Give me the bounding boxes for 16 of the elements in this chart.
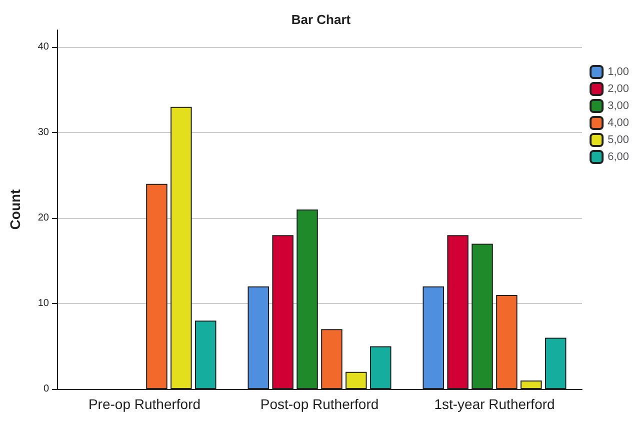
y-tick-label: 0: [43, 384, 50, 394]
y-axis-title: Count: [7, 188, 23, 230]
legend-label: 3,00: [608, 100, 630, 112]
y-tick-label: 40: [38, 42, 50, 53]
chart-title: Bar Chart: [291, 12, 352, 27]
legend-label: 5,00: [608, 134, 630, 146]
legend-label: 2,00: [608, 83, 630, 95]
y-tick-label: 30: [38, 127, 50, 138]
y-tick-label: 10: [38, 298, 50, 310]
x-tick-label: 1st-year Rutherford: [434, 396, 555, 412]
y-tick-label: 20: [38, 212, 50, 224]
legend-label: 6,00: [608, 151, 630, 163]
x-tick-label: Pre-op Rutherford: [88, 396, 201, 412]
legend-label: 1,00: [608, 66, 630, 78]
legend-label: 4,00: [608, 117, 630, 129]
x-tick-label: Post-op Rutherford: [260, 396, 379, 412]
